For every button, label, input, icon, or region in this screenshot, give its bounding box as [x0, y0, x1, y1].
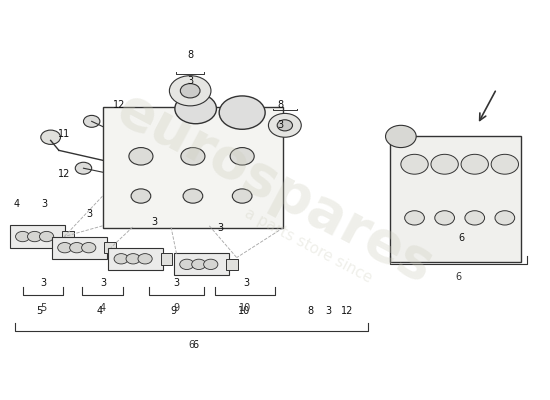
- Text: 10: 10: [239, 303, 251, 313]
- Circle shape: [58, 242, 72, 253]
- Text: 8: 8: [307, 306, 314, 316]
- FancyBboxPatch shape: [226, 258, 238, 270]
- FancyBboxPatch shape: [390, 136, 521, 262]
- Text: 4: 4: [100, 303, 106, 313]
- Circle shape: [277, 120, 293, 131]
- Circle shape: [75, 162, 92, 174]
- Text: 12: 12: [58, 169, 70, 179]
- Circle shape: [126, 254, 140, 264]
- Text: 8: 8: [187, 50, 193, 60]
- Text: 6: 6: [455, 272, 461, 282]
- Circle shape: [180, 259, 194, 270]
- Text: 3: 3: [41, 199, 47, 209]
- Circle shape: [495, 211, 515, 225]
- Circle shape: [401, 154, 428, 174]
- Text: 6: 6: [192, 340, 199, 350]
- Circle shape: [131, 189, 151, 203]
- Circle shape: [461, 154, 488, 174]
- Circle shape: [41, 130, 60, 144]
- Text: 12: 12: [113, 100, 125, 110]
- Text: eurospares: eurospares: [107, 82, 443, 294]
- Circle shape: [268, 114, 301, 137]
- Text: 3: 3: [40, 278, 46, 288]
- Text: 4: 4: [14, 199, 20, 209]
- Circle shape: [181, 148, 205, 165]
- Circle shape: [192, 259, 206, 270]
- Text: 9: 9: [173, 303, 179, 313]
- Text: 6: 6: [189, 340, 195, 350]
- Text: 5: 5: [40, 303, 46, 313]
- Circle shape: [180, 84, 200, 98]
- FancyBboxPatch shape: [52, 236, 107, 259]
- Circle shape: [114, 254, 128, 264]
- Text: 10: 10: [238, 306, 250, 316]
- Circle shape: [81, 242, 96, 253]
- Circle shape: [405, 211, 425, 225]
- Text: 12: 12: [341, 306, 354, 316]
- Circle shape: [129, 148, 153, 165]
- Text: 3: 3: [187, 76, 193, 86]
- Text: 5: 5: [36, 306, 43, 316]
- FancyBboxPatch shape: [104, 242, 116, 254]
- FancyBboxPatch shape: [62, 231, 74, 242]
- Text: 3: 3: [277, 120, 284, 130]
- Circle shape: [70, 242, 84, 253]
- Text: 3: 3: [244, 278, 250, 288]
- Circle shape: [386, 125, 416, 148]
- Text: 6: 6: [458, 233, 464, 243]
- Text: 8: 8: [277, 100, 284, 110]
- Circle shape: [183, 189, 203, 203]
- Text: 3: 3: [100, 278, 106, 288]
- FancyBboxPatch shape: [174, 253, 229, 276]
- Text: 9: 9: [170, 306, 177, 316]
- Circle shape: [175, 94, 217, 124]
- Circle shape: [28, 231, 42, 242]
- Circle shape: [219, 96, 265, 129]
- Circle shape: [84, 115, 100, 127]
- Circle shape: [169, 76, 211, 106]
- Circle shape: [230, 148, 254, 165]
- FancyBboxPatch shape: [108, 248, 163, 270]
- Circle shape: [491, 154, 519, 174]
- Circle shape: [138, 254, 152, 264]
- Text: 3: 3: [326, 306, 332, 316]
- Text: 3: 3: [173, 278, 179, 288]
- Circle shape: [435, 211, 454, 225]
- Text: 3: 3: [152, 217, 158, 227]
- Text: 3: 3: [217, 223, 223, 233]
- FancyBboxPatch shape: [103, 107, 283, 228]
- Circle shape: [40, 231, 54, 242]
- Circle shape: [204, 259, 218, 270]
- Text: 11: 11: [58, 130, 70, 140]
- FancyBboxPatch shape: [161, 253, 172, 264]
- Text: 4: 4: [97, 306, 103, 316]
- Circle shape: [15, 231, 30, 242]
- Circle shape: [431, 154, 458, 174]
- Text: 3: 3: [86, 209, 92, 219]
- Text: a parts store since: a parts store since: [241, 206, 374, 286]
- FancyBboxPatch shape: [9, 226, 65, 248]
- Circle shape: [232, 189, 252, 203]
- Circle shape: [465, 211, 485, 225]
